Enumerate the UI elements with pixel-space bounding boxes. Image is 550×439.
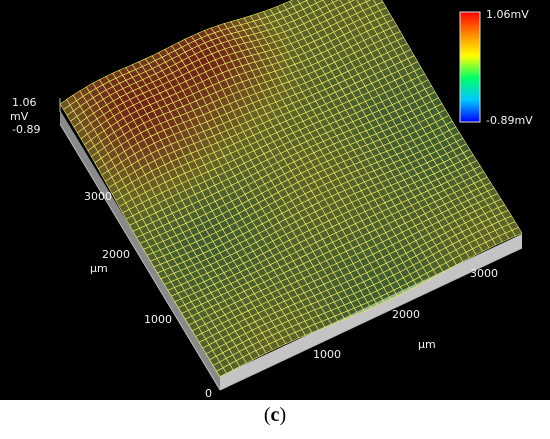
colorbar bbox=[460, 12, 480, 122]
x-tick-label: 2000 bbox=[392, 308, 420, 321]
z-max-label: 1.06 bbox=[12, 96, 37, 109]
y-tick-label: 3000 bbox=[84, 190, 112, 203]
colorbar-max-label: 1.06mV bbox=[486, 8, 529, 21]
surface-plot-svg: 0 1000 2000 3000 µm 1000 2000 3000 µm 1.… bbox=[0, 0, 550, 400]
y-tick-label: 1000 bbox=[144, 313, 172, 326]
surface-mesh bbox=[60, 0, 522, 377]
y-tick-label: 2000 bbox=[102, 248, 130, 261]
x-tick-label: 3000 bbox=[470, 267, 498, 280]
caption-open: ( bbox=[264, 404, 271, 426]
surface-plot: 0 1000 2000 3000 µm 1000 2000 3000 µm 1.… bbox=[0, 0, 550, 400]
caption-close: ) bbox=[279, 404, 286, 426]
z-axis-label: mV bbox=[10, 110, 29, 123]
x-tick-label: 1000 bbox=[313, 348, 341, 361]
z-min-label: -0.89 bbox=[12, 123, 40, 136]
y-axis-label: µm bbox=[90, 262, 108, 275]
figure-caption: (c) bbox=[0, 404, 550, 427]
colorbar-min-label: -0.89mV bbox=[486, 114, 533, 127]
x-axis-label: µm bbox=[418, 338, 436, 351]
y-tick-label: 0 bbox=[205, 387, 212, 400]
